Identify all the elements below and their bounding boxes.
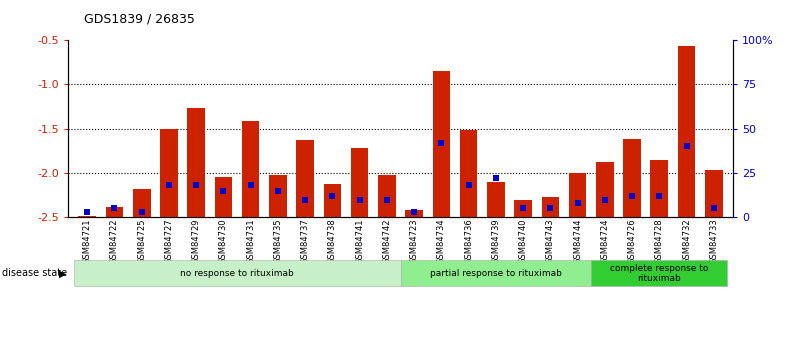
Text: ▶: ▶ — [58, 268, 66, 278]
Point — [598, 197, 611, 202]
Point — [190, 183, 203, 188]
Point — [108, 206, 121, 211]
Point — [544, 206, 557, 211]
Text: partial response to rituximab: partial response to rituximab — [430, 269, 562, 278]
Point — [380, 197, 393, 202]
Point — [272, 188, 284, 194]
Point — [517, 206, 529, 211]
Bar — [133, 189, 151, 217]
Bar — [160, 129, 178, 217]
Point — [626, 193, 638, 199]
Bar — [487, 182, 505, 217]
Text: disease state: disease state — [2, 268, 67, 278]
Bar — [623, 139, 641, 217]
Point — [81, 209, 94, 215]
Bar — [678, 46, 695, 217]
Text: no response to rituximab: no response to rituximab — [180, 269, 294, 278]
Point — [489, 176, 502, 181]
Bar — [541, 197, 559, 217]
Bar — [460, 130, 477, 217]
Point — [571, 200, 584, 206]
Text: GDS1839 / 26835: GDS1839 / 26835 — [84, 13, 195, 26]
Point — [217, 188, 230, 194]
Bar — [106, 207, 123, 217]
Bar — [650, 160, 668, 217]
Bar — [351, 148, 368, 217]
Bar — [705, 170, 723, 217]
Point — [353, 197, 366, 202]
Text: complete response to
rituximab: complete response to rituximab — [610, 264, 709, 283]
Bar — [296, 140, 314, 217]
Point — [163, 183, 175, 188]
Bar — [405, 210, 423, 217]
Bar — [269, 175, 287, 217]
Bar — [187, 108, 205, 217]
Point — [707, 206, 720, 211]
Point — [299, 197, 312, 202]
Bar — [378, 175, 396, 217]
Bar — [324, 184, 341, 217]
Point — [326, 193, 339, 199]
Bar — [433, 71, 450, 217]
Bar — [514, 199, 532, 217]
Point — [435, 140, 448, 146]
Bar — [78, 216, 96, 217]
Point — [653, 193, 666, 199]
Point — [244, 183, 257, 188]
Point — [462, 183, 475, 188]
Point — [135, 209, 148, 215]
Point — [408, 209, 421, 215]
Bar — [215, 177, 232, 217]
Bar — [569, 173, 586, 217]
Bar — [596, 162, 614, 217]
Point — [680, 144, 693, 149]
Bar — [242, 121, 260, 217]
